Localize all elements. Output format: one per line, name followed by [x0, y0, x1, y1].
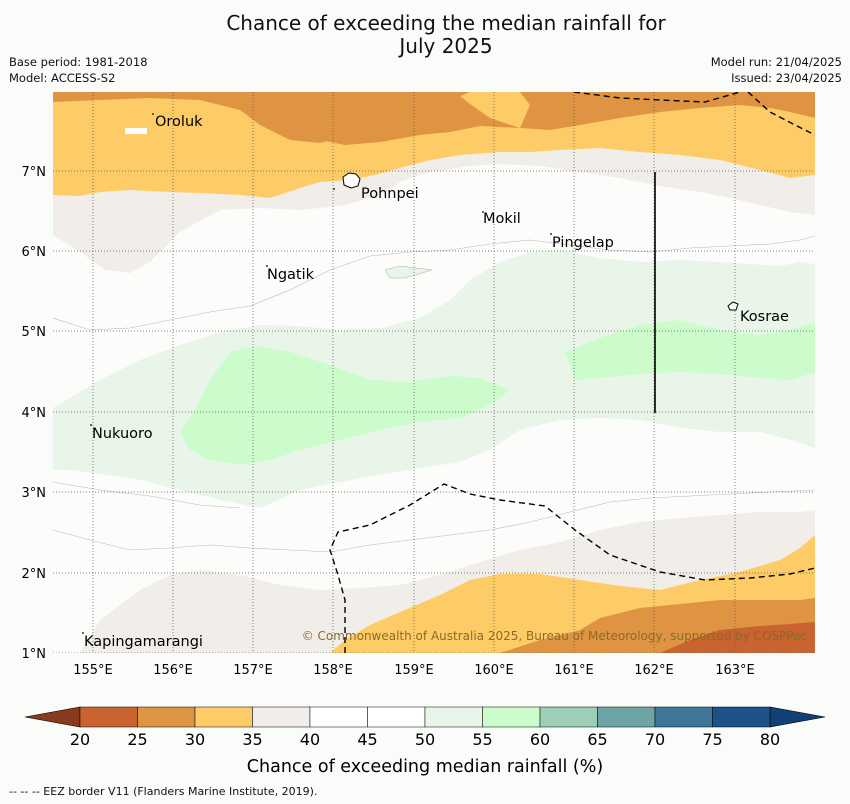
place-kosrae: Kosrae — [740, 309, 789, 325]
colorbar-segment — [539, 706, 598, 728]
colorbar-segment — [654, 706, 713, 728]
colorbar-segment — [597, 706, 656, 728]
lat-label-7: 7°N — [22, 165, 47, 180]
title-line-1: Chance of exceeding the median rainfall … — [226, 11, 666, 35]
pohnpei-island — [342, 172, 361, 189]
colorbar-segment — [482, 706, 541, 728]
band-north-35b — [53, 92, 470, 143]
kosrae-island — [727, 301, 739, 311]
place-pingelap: Pingelap — [552, 235, 614, 251]
colorbar-tick-label: 60 — [530, 730, 550, 749]
band-central-60c — [384, 265, 433, 279]
colorbar-tick-label: 40 — [300, 730, 320, 749]
band-central-60b — [565, 320, 815, 380]
lon-label-160: 160°E — [474, 663, 514, 678]
lon-label-163: 163°E — [715, 663, 755, 678]
model-run-date: Model run: 21/04/2025 — [710, 55, 842, 69]
colorbar-ticks: 20 25 30 35 40 45 50 55 60 65 70 75 80 — [70, 730, 780, 749]
lat-labels: 7°N 6°N 5°N 4°N 3°N 2°N 1°N — [22, 165, 47, 662]
eez-credit: -- -- -- EEZ border V11 (Flanders Marine… — [9, 785, 318, 798]
lon-labels: 155°E 156°E 157°E 158°E 159°E 160°E 161°… — [73, 663, 755, 678]
lat-label-6: 6°N — [22, 245, 47, 260]
copyright-text: © Commonwealth of Australia 2025, Bureau… — [302, 629, 807, 643]
place-mokil: Mokil — [483, 211, 521, 227]
lon-label-156: 156°E — [153, 663, 193, 678]
contour-lines — [53, 235, 815, 553]
place-pohnpei: Pohnpei — [361, 186, 419, 202]
colorbar-segments — [79, 706, 771, 728]
colorbar-tick-label: 20 — [70, 730, 90, 749]
lon-label-155: 155°E — [73, 663, 113, 678]
lat-label-4: 4°N — [22, 406, 47, 421]
colorbar-tick-label: 70 — [645, 730, 665, 749]
colorbar-segment — [712, 706, 771, 728]
place-kapingamarangi: Kapingamarangi — [84, 634, 203, 650]
colorbar-tick-label: 75 — [702, 730, 722, 749]
colorbar-segment — [194, 706, 253, 728]
colorbar-segment — [252, 706, 311, 728]
colorbar-title: Chance of exceeding median rainfall (%) — [247, 757, 603, 777]
lat-label-2: 2°N — [22, 567, 47, 582]
atoll-markers — [82, 113, 552, 634]
band-north-35 — [53, 92, 815, 145]
lon-label-162: 162°E — [634, 663, 674, 678]
colorbar-segment — [309, 706, 368, 728]
map-title: Chance of exceeding the median rainfall … — [0, 12, 850, 58]
lon-label-159: 159°E — [394, 663, 434, 678]
model-name: Model: ACCESS-S2 — [9, 71, 116, 85]
colorbar-tick-label: 30 — [185, 730, 205, 749]
lon-label-157: 157°E — [233, 663, 273, 678]
lon-label-158: 158°E — [313, 663, 353, 678]
colorbar-tick-label: 65 — [587, 730, 607, 749]
band-north-40 — [53, 92, 815, 198]
lat-label-3: 3°N — [22, 486, 47, 501]
run-info: Model run: 21/04/2025 Issued: 23/04/2025 — [711, 54, 842, 86]
colorbar-tick-label: 80 — [760, 730, 780, 749]
band-south-30 — [660, 622, 815, 653]
map-area: Oroluk Pohnpei Mokil Pingelap Ngatik Kos… — [53, 92, 815, 653]
oroluk-white-patch — [125, 128, 147, 134]
colorbar-tick-label: 50 — [415, 730, 435, 749]
gridlines — [53, 92, 815, 653]
islands — [342, 172, 739, 311]
place-oroluk: Oroluk — [155, 114, 203, 130]
colorbar-low-arrow — [24, 706, 81, 728]
place-nukuoro: Nukuoro — [92, 426, 153, 442]
eez-borders — [329, 92, 815, 653]
colorbar-segment — [424, 706, 483, 728]
colorbar: 20 25 30 35 40 45 50 55 60 65 70 75 80 Chance of exc… — [24, 706, 826, 777]
colorbar-tick-label: 35 — [242, 730, 262, 749]
title-line-2: July 2025 — [399, 34, 493, 58]
lat-label-5: 5°N — [22, 325, 47, 340]
colorbar-segment — [367, 706, 426, 728]
base-period: Base period: 1981-2018 — [9, 55, 148, 69]
colorbar-segment — [79, 706, 138, 728]
issued-date: Issued: 23/04/2025 — [731, 71, 842, 85]
colorbar-tick-label: 45 — [357, 730, 377, 749]
base-info: Base period: 1981-2018 Model: ACCESS-S2 — [9, 54, 148, 86]
lon-label-161: 161°E — [554, 663, 594, 678]
colorbar-tick-label: 55 — [472, 730, 492, 749]
place-ngatik: Ngatik — [267, 267, 315, 283]
band-central-60 — [180, 346, 510, 465]
colorbar-segment — [137, 706, 196, 728]
lat-label-1: 1°N — [22, 647, 47, 662]
colorbar-high-arrow — [769, 706, 826, 728]
colorbar-tick-label: 25 — [127, 730, 147, 749]
